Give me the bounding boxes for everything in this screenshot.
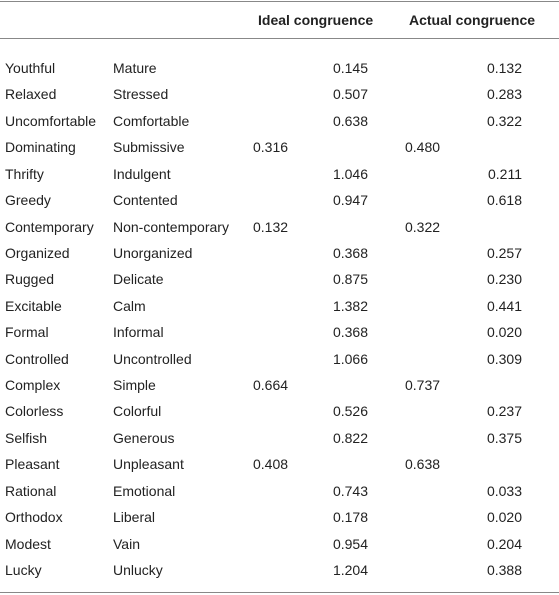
column-header: Ideal congruence — [258, 12, 374, 28]
attribute-right: Liberal — [113, 509, 156, 526]
attribute-right: Emotional — [113, 482, 176, 499]
attribute-left: Contemporary — [5, 218, 94, 235]
actual-value: 0.322 — [486, 112, 522, 129]
ideal-value: 1.046 — [332, 165, 368, 182]
ideal-value: 0.132 — [253, 218, 289, 235]
attribute-right: Informal — [113, 324, 164, 341]
attribute-right: Unlucky — [113, 561, 163, 578]
ideal-value: 0.507 — [332, 86, 368, 103]
attribute-left: Greedy — [5, 192, 51, 209]
attribute-right: Mature — [113, 60, 157, 76]
attribute-left: Selfish — [5, 429, 48, 446]
attribute-left: Thrifty — [5, 165, 44, 182]
actual-value: 0.638 — [405, 456, 441, 473]
ideal-value: 1.066 — [332, 350, 368, 367]
ideal-value: 0.822 — [332, 429, 368, 446]
attribute-right: Comfortable — [113, 112, 190, 129]
attribute-left: Lucky — [5, 561, 42, 578]
attribute-right: Simple — [113, 377, 156, 394]
attribute-left: Formal — [5, 324, 49, 341]
attribute-left: Organized — [5, 244, 70, 261]
ideal-value: 0.526 — [332, 403, 368, 420]
attribute-right: Delicate — [113, 271, 164, 288]
actual-value: 0.283 — [486, 86, 522, 103]
attribute-left: Pleasant — [5, 456, 60, 473]
actual-value: 0.204 — [486, 535, 522, 552]
actual-value: 0.388 — [486, 561, 522, 578]
actual-value: 0.211 — [488, 165, 522, 182]
ideal-value: 0.954 — [332, 535, 368, 552]
actual-value: 0.309 — [486, 350, 522, 367]
top-rule — [0, 1, 559, 2]
attribute-right: Non-contemporary — [113, 218, 229, 235]
attribute-left: Complex — [5, 377, 61, 394]
ideal-value: 0.145 — [332, 60, 368, 76]
actual-value: 0.737 — [405, 377, 441, 394]
attribute-left: Dominating — [5, 139, 76, 156]
ideal-value: 0.664 — [253, 377, 289, 394]
ideal-value: 0.743 — [332, 482, 368, 499]
attribute-left: Orthodox — [5, 509, 63, 526]
bottom-rule — [0, 592, 559, 593]
ideal-value: 0.947 — [332, 192, 368, 209]
attribute-left: Relaxed — [5, 86, 57, 103]
ideal-value: 0.875 — [332, 271, 368, 288]
attribute-right: Unorganized — [113, 244, 193, 261]
attribute-left: Rugged — [5, 271, 55, 288]
actual-value: 0.441 — [486, 297, 522, 314]
actual-value: 0.257 — [486, 244, 522, 261]
ideal-value: 0.368 — [332, 244, 368, 261]
attribute-left: Colorless — [5, 403, 64, 420]
actual-value: 0.020 — [486, 324, 522, 341]
actual-value: 0.480 — [405, 139, 441, 156]
attribute-right: Vain — [113, 535, 140, 552]
actual-value: 0.237 — [486, 403, 522, 420]
attribute-right: Generous — [113, 429, 175, 446]
actual-value: 0.375 — [486, 429, 522, 446]
attribute-left: Excitable — [5, 297, 62, 314]
column-header: Actual congruence — [409, 12, 536, 28]
ideal-value: 0.638 — [332, 112, 368, 129]
attribute-right: Calm — [113, 297, 146, 314]
attribute-right: Contented — [113, 192, 178, 209]
header-rule — [0, 38, 559, 39]
ideal-value: 0.408 — [253, 456, 289, 473]
ideal-value: 0.368 — [332, 324, 368, 341]
ideal-value: 1.382 — [332, 297, 368, 314]
attribute-right: Stressed — [113, 86, 169, 103]
attribute-right: Unpleasant — [113, 456, 184, 473]
ideal-value: 1.204 — [332, 561, 368, 578]
attribute-left: Modest — [5, 535, 51, 552]
attribute-right: Indulgent — [113, 165, 171, 182]
actual-value: 0.033 — [486, 482, 522, 499]
attribute-left: Youthful — [5, 60, 56, 76]
actual-value: 0.020 — [486, 509, 522, 526]
actual-value: 0.322 — [405, 218, 441, 235]
actual-value: 0.230 — [486, 271, 522, 288]
attribute-left: Rational — [5, 482, 57, 499]
actual-value: 0.132 — [486, 60, 522, 76]
attribute-right: Uncontrolled — [113, 350, 192, 367]
attribute-left: Controlled — [5, 350, 69, 367]
ideal-value: 0.178 — [332, 509, 368, 526]
ideal-value: 0.316 — [253, 139, 289, 156]
attribute-right: Colorful — [113, 403, 162, 420]
attribute-right: Submissive — [113, 139, 185, 156]
actual-value: 0.618 — [486, 192, 522, 209]
attribute-left: Uncomfortable — [5, 112, 97, 129]
